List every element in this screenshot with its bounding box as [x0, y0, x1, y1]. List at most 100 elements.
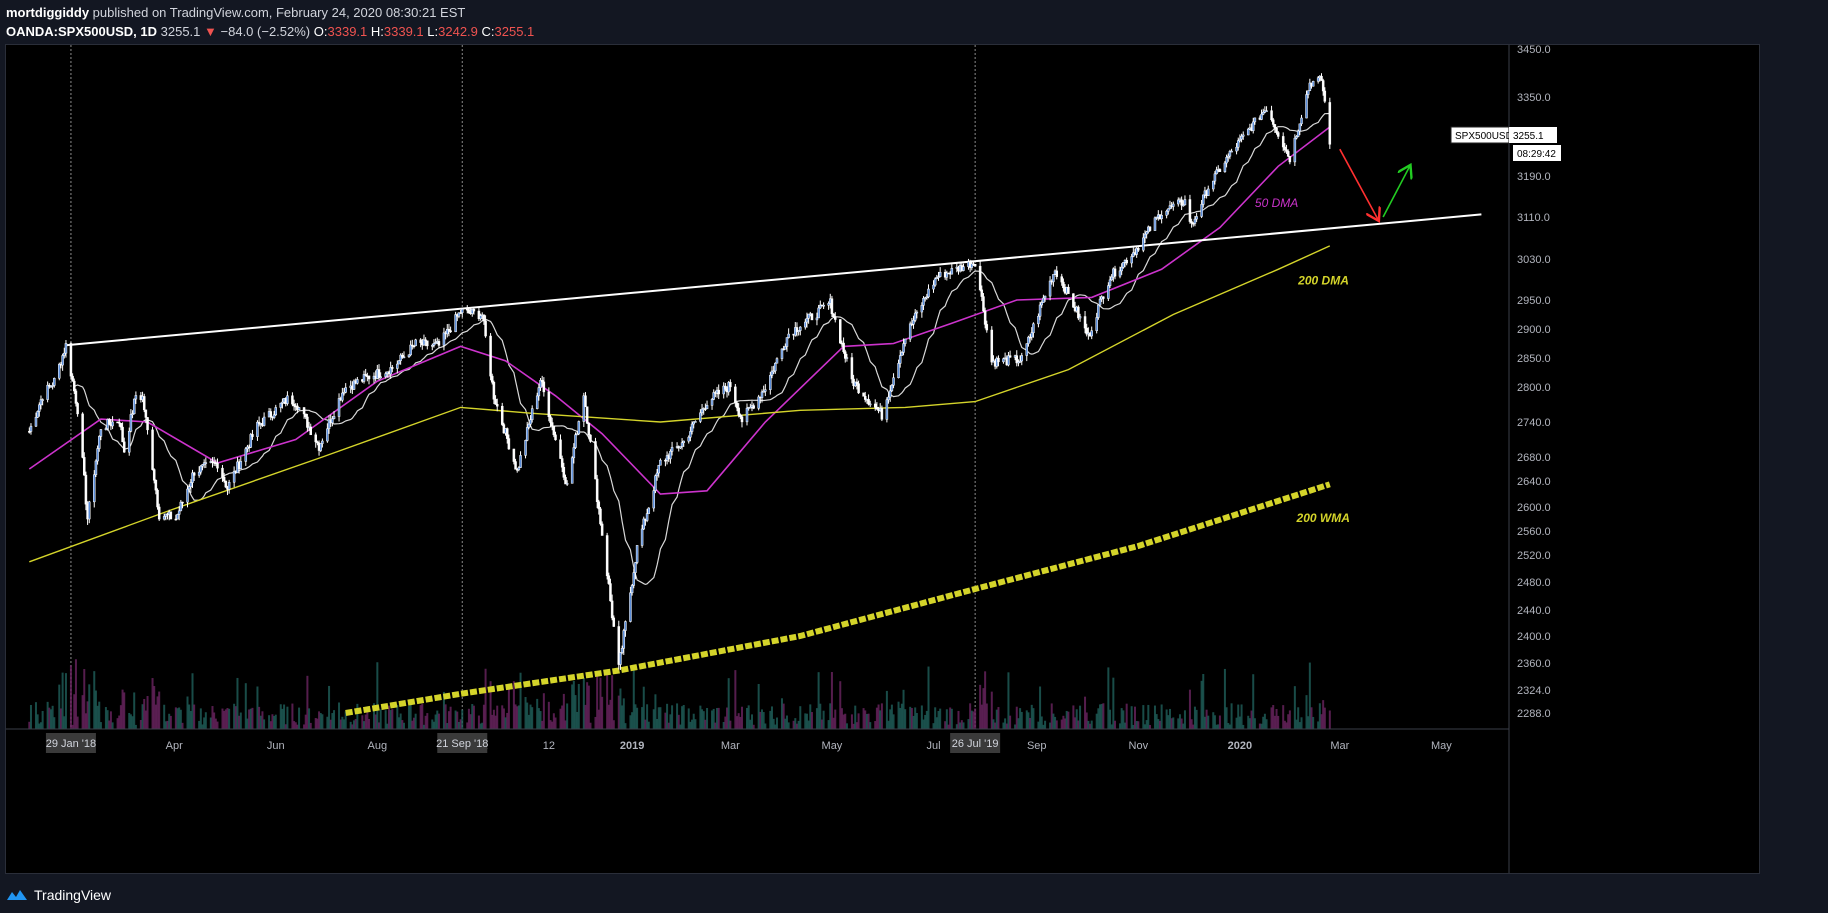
footer-brand[interactable]: TradingView	[34, 887, 112, 903]
candle-body	[134, 395, 138, 400]
volume-bar	[119, 705, 122, 729]
volume-bar	[839, 681, 842, 729]
candle-body	[1168, 205, 1172, 210]
candle-body	[530, 408, 534, 421]
volume-bar	[599, 677, 602, 729]
volume-bar	[960, 720, 963, 729]
volume-bar	[564, 720, 567, 729]
candle-body	[634, 562, 637, 573]
volume-bar	[1055, 720, 1058, 729]
author-name[interactable]: mortdiggiddy	[6, 5, 90, 20]
volume-bar	[850, 714, 853, 729]
candle-body	[1120, 267, 1123, 272]
volume-bar	[897, 701, 900, 729]
volume-bar	[118, 715, 121, 729]
candle-body	[822, 304, 825, 307]
candle-body	[1190, 221, 1193, 224]
candle-body	[912, 320, 915, 325]
volume-bar	[1110, 724, 1113, 729]
volume-bar	[706, 707, 709, 729]
candle-body	[640, 528, 644, 546]
candle-body	[657, 464, 661, 474]
candle-body	[422, 339, 426, 346]
volume-bar	[88, 684, 91, 729]
candle-body	[885, 399, 889, 420]
volume-bar	[810, 712, 813, 729]
trendline	[65, 213, 1482, 347]
volume-bar	[129, 714, 132, 729]
symbol-label[interactable]: OANDA:SPX500USD, 1D	[6, 24, 157, 39]
wma200-line	[345, 481, 1331, 716]
volume-bar	[1054, 716, 1057, 729]
ma50-line	[28, 126, 1331, 495]
volume-bar	[817, 672, 820, 729]
volume-bar	[421, 703, 424, 729]
candle-body	[1200, 204, 1203, 217]
volume-bar	[378, 722, 381, 729]
candle-body	[512, 448, 516, 462]
volume-bar	[877, 704, 880, 729]
candle-body	[1172, 203, 1175, 207]
candle-body	[1002, 358, 1005, 363]
candle-body	[306, 416, 309, 428]
volume-bar	[722, 722, 725, 729]
candle-body	[122, 441, 126, 453]
candle-body	[900, 352, 904, 356]
candle-body	[694, 421, 697, 423]
volume-bar	[168, 713, 171, 729]
volume-bar	[189, 710, 192, 729]
volume-bar	[699, 705, 702, 729]
volume-bar	[181, 722, 184, 729]
candle-body	[1260, 113, 1263, 120]
candle-body	[1215, 169, 1218, 175]
volume-bar	[256, 686, 259, 729]
volume-bar	[840, 708, 843, 729]
volume-bar	[632, 666, 635, 729]
candle-body	[344, 387, 347, 393]
candle-body	[1113, 268, 1117, 277]
volume-bar	[104, 707, 107, 729]
volume-bar	[396, 704, 399, 729]
volume-bar	[106, 710, 109, 729]
volume-bar	[1074, 717, 1077, 729]
volume-bar	[694, 719, 697, 729]
candle-body	[1067, 286, 1070, 294]
candle-body	[1102, 296, 1105, 299]
volume-bar	[467, 708, 470, 729]
candle-body	[93, 474, 96, 503]
candle-body	[88, 501, 91, 520]
volume-bar	[472, 705, 475, 729]
candle-body	[431, 345, 434, 347]
candle-body	[1040, 302, 1043, 306]
volume-bar	[216, 721, 219, 729]
high-label: H:	[370, 24, 384, 39]
volume-bar	[1165, 709, 1168, 729]
candle-body	[1293, 137, 1297, 163]
volume-bar	[482, 704, 485, 729]
volume-bar	[644, 719, 647, 729]
volume-bar	[629, 715, 632, 729]
volume-bar	[676, 703, 679, 729]
volume-bar	[1282, 705, 1285, 729]
candle-body	[58, 363, 61, 379]
y-tick-label: 3110.0	[1517, 212, 1550, 224]
volume-bar	[379, 709, 382, 729]
volume-bar	[869, 722, 872, 729]
candle-body	[1213, 173, 1217, 182]
volume-bar	[617, 695, 620, 729]
candle-body	[377, 369, 381, 378]
candle-body	[1028, 336, 1032, 339]
volume-bar	[1145, 720, 1148, 729]
candle-body	[279, 402, 283, 408]
volume-bar	[865, 714, 868, 729]
volume-bar	[1203, 716, 1206, 729]
candle-body	[34, 417, 38, 427]
candle-body	[1085, 327, 1088, 335]
volume-bar	[654, 694, 657, 729]
candle-body	[735, 402, 739, 409]
volume-bar	[144, 710, 147, 729]
candle-body	[834, 316, 837, 320]
candle-body	[492, 382, 496, 400]
